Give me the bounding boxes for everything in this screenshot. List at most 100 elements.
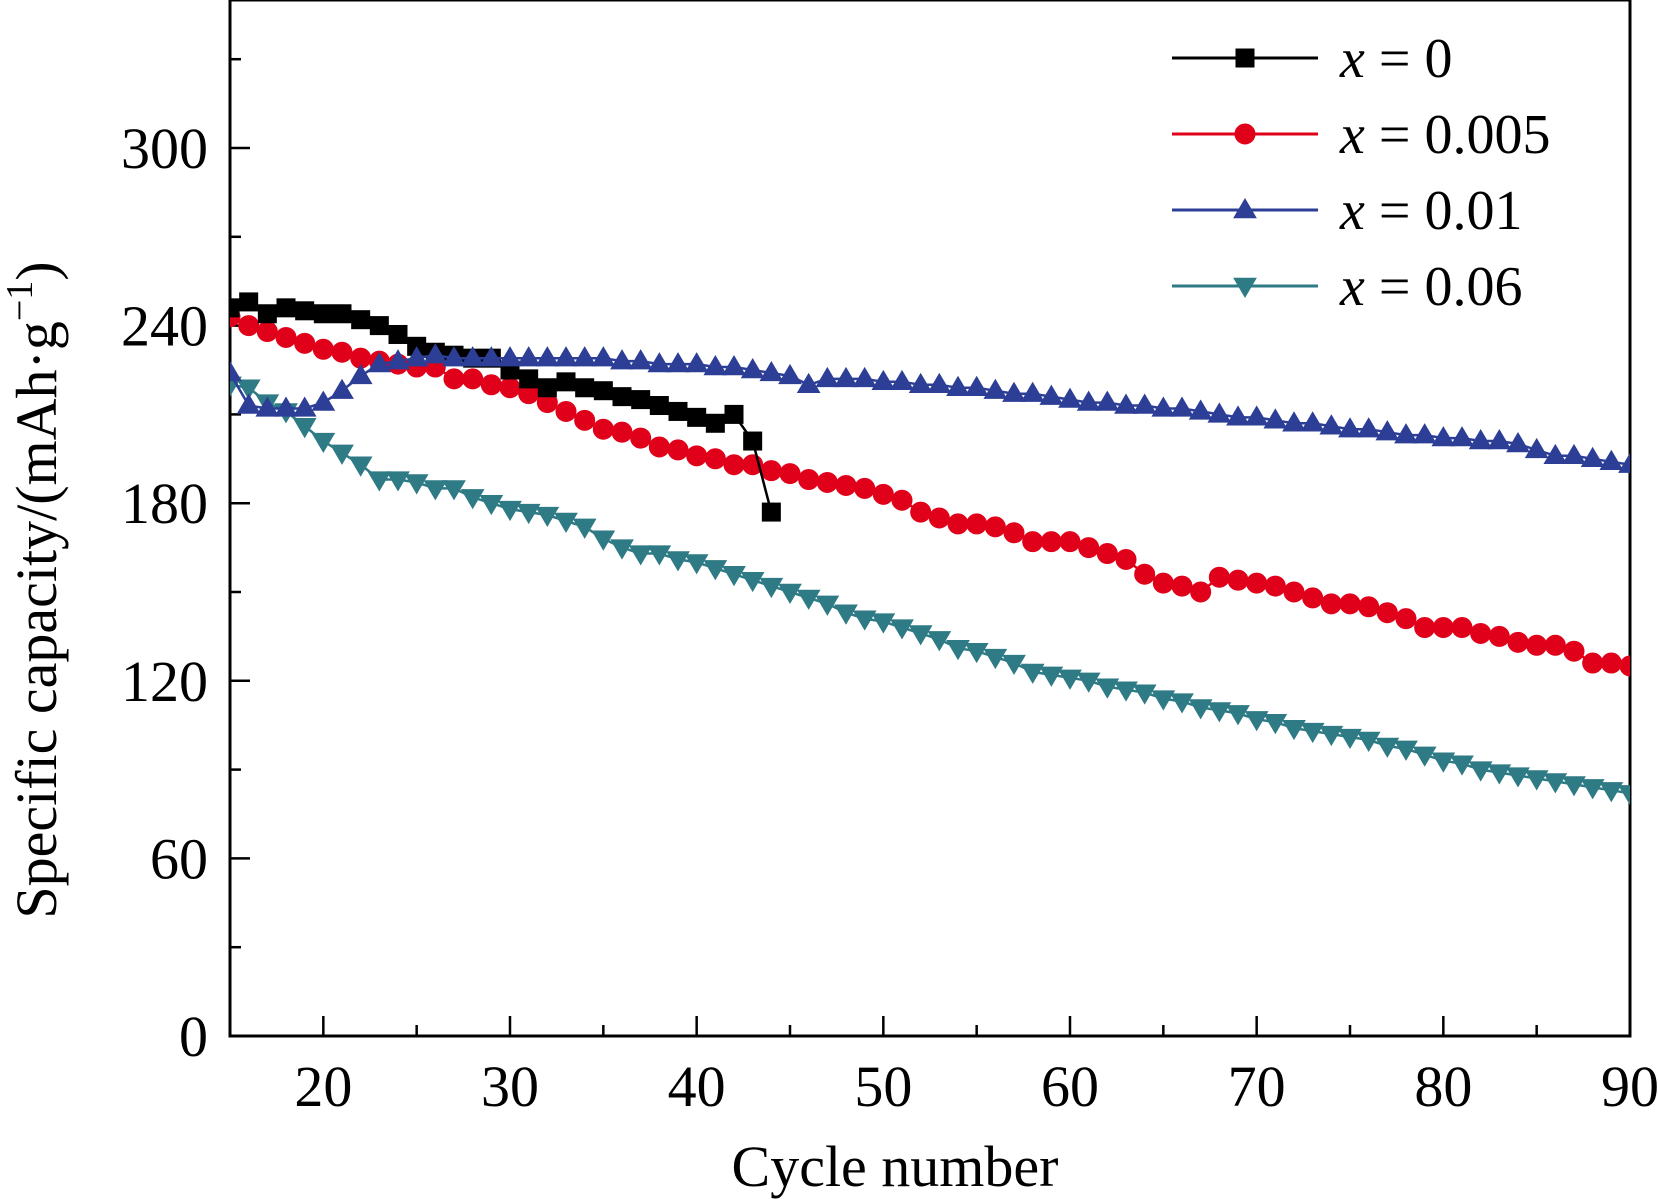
data-point bbox=[1468, 761, 1493, 782]
data-point bbox=[1618, 452, 1630, 473]
data-point bbox=[1600, 652, 1622, 674]
data-point bbox=[984, 516, 1006, 538]
data-point bbox=[591, 530, 616, 551]
data-point bbox=[555, 400, 577, 422]
data-point bbox=[1470, 622, 1492, 644]
data-point bbox=[1524, 770, 1549, 791]
data-point bbox=[1151, 396, 1176, 417]
data-point bbox=[1132, 684, 1157, 705]
data-point bbox=[275, 326, 297, 348]
x-tick-label: 60 bbox=[1041, 1054, 1099, 1119]
data-point bbox=[1506, 767, 1530, 788]
data-point bbox=[1171, 575, 1193, 597]
data-point bbox=[480, 374, 502, 396]
data-point bbox=[313, 304, 333, 324]
x-tick-label: 90 bbox=[1601, 1054, 1658, 1119]
data-point bbox=[1022, 531, 1044, 553]
axis-ticks: 20 30 40 50 60 70 80 90 0 60 120 180 240 300 bbox=[121, 57, 1658, 1119]
data-point bbox=[535, 346, 560, 367]
data-point bbox=[1152, 572, 1174, 594]
data-point bbox=[1450, 755, 1474, 776]
y-tick-label: 0 bbox=[179, 1004, 208, 1069]
legend-variable: x bbox=[1339, 180, 1365, 242]
data-point bbox=[1188, 699, 1213, 720]
data-point bbox=[1412, 746, 1437, 767]
series-line bbox=[230, 353, 1630, 466]
data-point bbox=[1431, 426, 1456, 447]
data-point bbox=[1190, 581, 1212, 603]
data-point bbox=[666, 551, 690, 572]
y-axis-title-close: ) bbox=[4, 261, 69, 280]
data-point bbox=[574, 409, 596, 431]
data-point bbox=[1114, 681, 1138, 702]
legend-label: x = 0.06 bbox=[1339, 256, 1522, 318]
data-point bbox=[499, 377, 521, 399]
data-point bbox=[927, 631, 952, 652]
data-point bbox=[236, 379, 261, 400]
data-point bbox=[442, 346, 466, 367]
x-tick-label: 70 bbox=[1228, 1054, 1286, 1119]
data-point bbox=[1599, 449, 1624, 470]
legend-value: = 0 bbox=[1365, 28, 1453, 90]
data-point bbox=[1282, 719, 1306, 741]
data-point bbox=[311, 390, 336, 411]
data-point bbox=[404, 346, 429, 367]
data-point bbox=[966, 513, 988, 535]
data-point bbox=[1375, 420, 1400, 441]
data-point bbox=[312, 338, 334, 360]
data-point bbox=[1264, 575, 1286, 597]
data-point bbox=[1302, 587, 1324, 609]
data-point bbox=[666, 352, 690, 373]
data-point bbox=[1412, 423, 1437, 444]
data-point bbox=[1582, 652, 1604, 674]
data-point bbox=[1507, 631, 1529, 653]
data-point bbox=[686, 445, 708, 467]
data-point bbox=[575, 378, 595, 398]
data-point bbox=[668, 401, 688, 421]
data-point bbox=[890, 369, 914, 391]
data-point bbox=[871, 369, 896, 391]
data-point bbox=[649, 396, 669, 416]
data-point bbox=[761, 502, 781, 522]
data-point bbox=[330, 378, 354, 399]
data-point bbox=[1076, 390, 1101, 411]
data-point bbox=[1300, 722, 1325, 744]
data-point bbox=[759, 577, 784, 599]
x-tick-label: 30 bbox=[481, 1054, 539, 1119]
data-point bbox=[1450, 426, 1474, 447]
data-point bbox=[834, 366, 858, 388]
data-point bbox=[276, 298, 296, 318]
data-point bbox=[1114, 393, 1138, 414]
legend-value: = 0.06 bbox=[1365, 256, 1523, 318]
data-point bbox=[256, 321, 278, 343]
legend-label: x = 0.005 bbox=[1339, 104, 1550, 166]
data-point bbox=[835, 474, 857, 496]
data-point bbox=[1338, 728, 1362, 750]
legend-item: x = 0.06 bbox=[1172, 256, 1522, 318]
data-point bbox=[311, 432, 336, 454]
data-point bbox=[1320, 593, 1342, 615]
data-point bbox=[443, 368, 465, 390]
data-point bbox=[815, 366, 840, 388]
data-point bbox=[1599, 782, 1624, 803]
data-point bbox=[442, 480, 466, 501]
data-point bbox=[1319, 414, 1344, 435]
data-point bbox=[705, 413, 725, 433]
data-point bbox=[667, 439, 689, 461]
data-point bbox=[1487, 429, 1512, 450]
data-point bbox=[239, 292, 259, 312]
data-point bbox=[947, 513, 969, 535]
data-point bbox=[1188, 399, 1213, 420]
data-point bbox=[592, 418, 614, 440]
data-point bbox=[928, 507, 950, 529]
data-point bbox=[743, 431, 763, 451]
legend-label: x = 0 bbox=[1339, 28, 1452, 90]
data-point bbox=[1451, 617, 1473, 639]
data-point bbox=[687, 407, 707, 427]
data-point bbox=[1526, 634, 1548, 656]
data-point bbox=[815, 595, 840, 616]
data-point bbox=[778, 583, 802, 604]
data-point bbox=[796, 372, 821, 393]
plot-frame bbox=[228, 0, 1632, 1038]
legend-value: = 0.005 bbox=[1365, 104, 1551, 166]
